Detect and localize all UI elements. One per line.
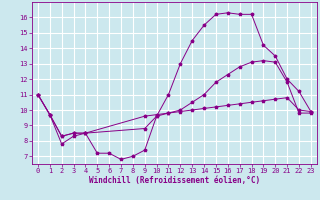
X-axis label: Windchill (Refroidissement éolien,°C): Windchill (Refroidissement éolien,°C) [89, 176, 260, 185]
